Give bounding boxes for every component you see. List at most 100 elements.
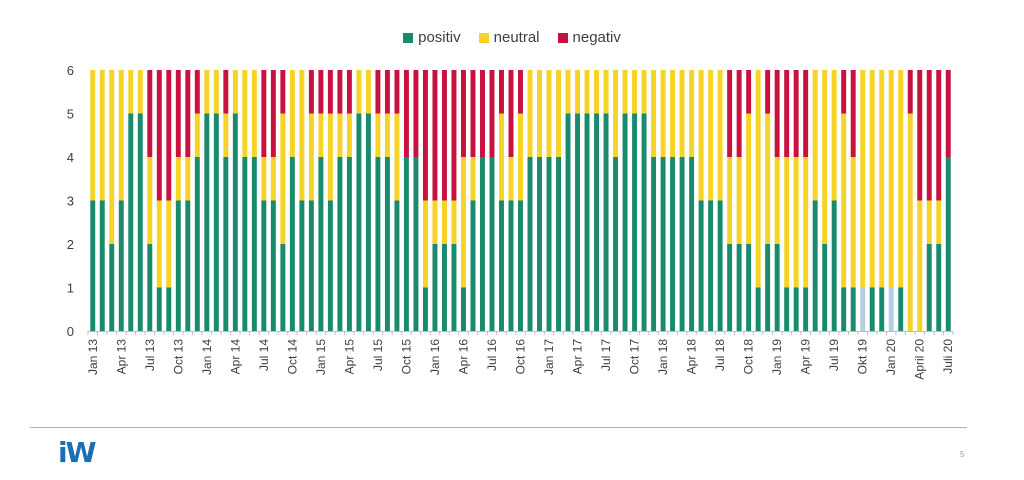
x-tick-label: Apr 15 bbox=[342, 339, 356, 375]
x-tick-label: Okt 19 bbox=[856, 339, 870, 375]
bar-segment-negativ bbox=[403, 70, 409, 157]
bar-segment-neutral bbox=[194, 113, 200, 157]
bar-segment-neutral bbox=[346, 113, 352, 157]
bar-segment-positiv bbox=[603, 113, 609, 331]
chart-legend: positiv neutral negativ bbox=[0, 29, 1024, 46]
bar-segment-neutral bbox=[812, 70, 818, 201]
bar-segment-positiv bbox=[384, 157, 390, 331]
bar-segment-neutral bbox=[223, 113, 229, 157]
bar-segment-neutral bbox=[185, 157, 191, 201]
legend-item-neutral: neutral bbox=[478, 29, 540, 46]
y-axis: 0 1 2 3 4 5 6 bbox=[67, 63, 74, 339]
bar-segment-neutral bbox=[784, 157, 790, 288]
bar-segment-positiv bbox=[213, 113, 219, 331]
bar-segment-positiv bbox=[746, 244, 752, 331]
bar-segment-negativ bbox=[270, 70, 276, 157]
bar-segment-neutral bbox=[499, 113, 504, 201]
bar-segment-positiv bbox=[327, 200, 333, 331]
bar-segment-positiv bbox=[242, 157, 248, 331]
bar-segment-neutral bbox=[261, 157, 267, 201]
bar-segment-neutral bbox=[470, 157, 476, 201]
x-tick-label: Jan 16 bbox=[428, 339, 442, 375]
bar-segment-neutral bbox=[432, 200, 438, 244]
x-tick-label: Jan 14 bbox=[200, 339, 214, 375]
bar-segment-negativ bbox=[384, 70, 390, 114]
bar-segment-positiv bbox=[774, 244, 780, 331]
bar-segment-negativ bbox=[194, 70, 200, 114]
bar-segment-negativ bbox=[394, 70, 400, 114]
bar-segment-neutral bbox=[289, 70, 295, 157]
bar-segment-positiv bbox=[641, 113, 647, 331]
bar-segment-negativ bbox=[936, 70, 942, 201]
x-tick-label: Jan 20 bbox=[884, 339, 898, 375]
bar-segment-neutral bbox=[575, 70, 581, 114]
bar-segment-neutral bbox=[917, 200, 923, 331]
x-tick-label: Jan 13 bbox=[86, 339, 100, 375]
bar-segment-neutral bbox=[603, 70, 609, 114]
x-tick-label: Juli 20 bbox=[941, 339, 955, 374]
bar-segment-neutral bbox=[365, 70, 371, 114]
bar-segment-positiv bbox=[888, 287, 894, 331]
bar-segment-positiv bbox=[556, 157, 561, 331]
bar-segment-neutral bbox=[99, 70, 105, 201]
bar-segment-neutral bbox=[308, 113, 314, 201]
x-tick-label: Apr 14 bbox=[228, 339, 242, 375]
bar-segment-neutral bbox=[765, 113, 771, 244]
legend-item-negativ: negativ bbox=[557, 29, 621, 46]
bar-segment-neutral bbox=[327, 113, 333, 201]
bar-segment-positiv bbox=[194, 157, 200, 331]
bar-segment-positiv bbox=[660, 157, 666, 331]
bar-segment-positiv bbox=[812, 200, 818, 331]
bar-segment-neutral bbox=[632, 70, 638, 114]
x-tick-label: Jan 19 bbox=[770, 339, 784, 375]
bar-segment-neutral bbox=[128, 70, 134, 114]
x-tick-label: Jul 19 bbox=[827, 339, 841, 371]
x-tick-label: Jul 16 bbox=[485, 339, 499, 371]
legend-swatch-positiv bbox=[403, 32, 414, 43]
bar-segment-positiv bbox=[289, 157, 295, 331]
x-tick-label: Jan 17 bbox=[542, 339, 556, 375]
bar-segment-negativ bbox=[765, 70, 771, 114]
x-tick-label: Oct 14 bbox=[285, 339, 299, 375]
bar-segment-negativ bbox=[166, 70, 172, 201]
bar-segment-positiv bbox=[679, 157, 685, 331]
bar-segment-positiv bbox=[251, 157, 257, 331]
bar-segment-positiv bbox=[632, 113, 638, 331]
bar-segment-positiv bbox=[90, 200, 96, 331]
bar-segment-neutral bbox=[537, 70, 542, 157]
bar-segment-negativ bbox=[318, 70, 324, 114]
x-tick-label: Oct 18 bbox=[742, 339, 756, 375]
bar-segment-positiv bbox=[470, 200, 476, 331]
bar-segment-positiv bbox=[499, 200, 504, 331]
bar-segment-neutral bbox=[337, 113, 343, 157]
bar-segment-negativ bbox=[499, 70, 504, 114]
bar-segment-positiv bbox=[708, 200, 714, 331]
bar-segment-positiv bbox=[261, 200, 267, 331]
footer-divider bbox=[30, 427, 967, 428]
bar-segment-positiv bbox=[670, 157, 676, 331]
bar-segment-positiv bbox=[337, 157, 343, 331]
bar-segment-negativ bbox=[156, 70, 162, 201]
bar-segment-positiv bbox=[489, 157, 495, 331]
bar-segment-negativ bbox=[327, 70, 333, 114]
x-axis: Jan 13 Apr 13 Jul 13 Oct 13 Jan 14 Apr 14 Jul … bbox=[86, 331, 955, 380]
bar-segment-positiv bbox=[508, 200, 514, 331]
x-tick-label: Oct 16 bbox=[514, 339, 528, 375]
legend-label-neutral: neutral bbox=[493, 29, 540, 46]
bar-segment-positiv bbox=[185, 200, 191, 331]
bar-segment-positiv bbox=[736, 244, 742, 331]
bar-segment-neutral bbox=[926, 200, 932, 244]
bar-segment-positiv bbox=[717, 200, 723, 331]
bar-segment-neutral bbox=[356, 70, 362, 114]
bar-segment-neutral bbox=[907, 113, 913, 331]
bar-segment-positiv bbox=[860, 287, 866, 331]
bar-segment-negativ bbox=[346, 70, 352, 114]
bar-segment-neutral bbox=[375, 113, 381, 157]
bar-segment-negativ bbox=[280, 70, 286, 114]
x-tick-label: Jul 13 bbox=[143, 339, 157, 371]
bar-segment-negativ bbox=[850, 70, 856, 157]
bar-segment-positiv bbox=[346, 157, 352, 331]
bar-segment-positiv bbox=[784, 287, 790, 331]
bar-segment-neutral bbox=[422, 200, 428, 288]
bar-segment-neutral bbox=[242, 70, 248, 157]
